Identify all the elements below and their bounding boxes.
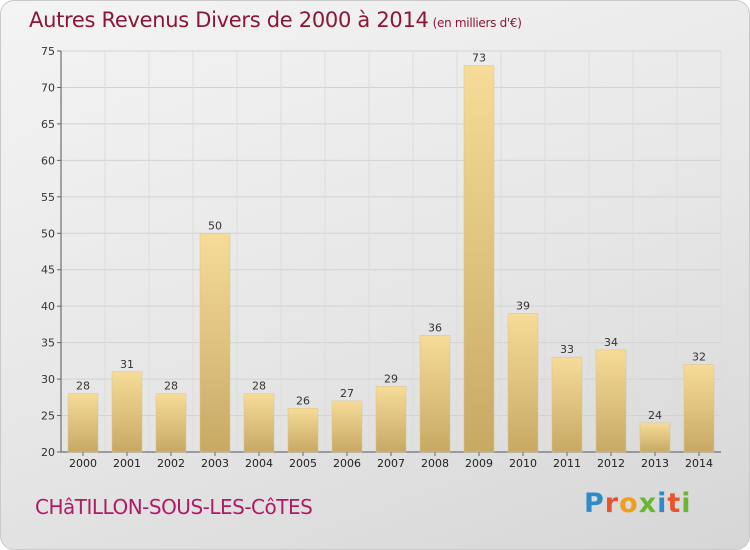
bar-2014 <box>683 364 715 453</box>
logo-letter: P <box>584 488 605 519</box>
y-tick-label: 60 <box>41 154 55 167</box>
y-tick-label: 20 <box>41 446 55 459</box>
logo-letter: t <box>667 488 682 519</box>
bar-2005 <box>287 408 319 453</box>
y-tick-label: 65 <box>41 118 55 131</box>
data-label-2012: 34 <box>604 336 618 349</box>
x-tick-label: 2004 <box>245 457 273 470</box>
y-tick-label: 70 <box>41 81 55 94</box>
x-tick-label: 2009 <box>465 457 493 470</box>
y-tick-label: 45 <box>41 264 55 277</box>
bar-2007 <box>375 386 407 453</box>
data-label-2013: 24 <box>648 409 662 422</box>
data-label-2014: 32 <box>692 351 706 364</box>
bar-2013 <box>639 422 671 453</box>
bar-2003 <box>199 233 231 453</box>
axes: 20 25 30 35 40 45 50 55 60 65 70 75 2000 2001 2002 2003… <box>41 45 721 470</box>
y-tick-label: 25 <box>41 410 55 423</box>
data-label-2007: 29 <box>384 372 398 385</box>
data-label-2005: 26 <box>296 394 310 407</box>
data-label-2002: 28 <box>164 380 178 393</box>
x-tick-label: 2000 <box>69 457 97 470</box>
bar-2008 <box>419 335 451 453</box>
y-tick-label: 35 <box>41 337 55 350</box>
x-tick-label: 2011 <box>553 457 581 470</box>
x-tick-label: 2006 <box>333 457 361 470</box>
y-tick-label: 30 <box>41 373 55 386</box>
bar-2002 <box>155 393 187 453</box>
x-tick-label: 2002 <box>157 457 185 470</box>
chart-subtitle: (en milliers d'€) <box>432 16 522 30</box>
y-tick-label: 75 <box>41 45 55 58</box>
data-labels: 28 31 28 50 28 26 27 29 36 73 39 33 34 24 32 <box>76 52 706 422</box>
data-label-2004: 28 <box>252 380 266 393</box>
x-tick-label: 2005 <box>289 457 317 470</box>
x-tick-label: 2013 <box>641 457 669 470</box>
data-label-2010: 39 <box>516 299 530 312</box>
x-tick-label: 2001 <box>113 457 141 470</box>
bar-2011 <box>551 356 583 453</box>
data-label-2001: 31 <box>120 358 134 371</box>
bar-2006 <box>331 400 363 453</box>
data-label-2003: 50 <box>208 219 222 232</box>
commune-name: CHâTILLON-SOUS-LES-CôTES <box>35 495 313 519</box>
bars <box>67 65 715 453</box>
bar-2004 <box>243 393 275 453</box>
data-label-2011: 33 <box>560 343 574 356</box>
bar-2009 <box>463 65 495 453</box>
logo-letter: o <box>619 488 639 519</box>
logo-letter: r <box>604 488 620 519</box>
x-tick-label: 2007 <box>377 457 405 470</box>
x-tick-label: 2012 <box>597 457 625 470</box>
data-label-2008: 36 <box>428 321 442 334</box>
data-label-2009: 73 <box>472 52 486 65</box>
logo-letter: i <box>657 488 668 519</box>
bar-2010 <box>507 313 539 453</box>
x-tick-label: 2010 <box>509 457 537 470</box>
x-tick-label: 2008 <box>421 457 449 470</box>
y-tick-label: 50 <box>41 227 55 240</box>
data-label-2006: 27 <box>340 387 354 400</box>
bar-2001 <box>111 371 143 453</box>
chart-title: Autres Revenus Divers de 2000 à 2014 (en … <box>29 8 522 32</box>
x-tick-label: 2014 <box>685 457 713 470</box>
chart-title-text: Autres Revenus Divers de 2000 à 2014 <box>29 8 429 32</box>
y-tick-label: 40 <box>41 300 55 313</box>
logo-letter: i <box>681 488 692 519</box>
bar-2012 <box>595 349 627 453</box>
data-label-2000: 28 <box>76 380 90 393</box>
logo-letter: x <box>638 488 658 519</box>
y-tick-label: 55 <box>41 191 55 204</box>
bar-2000 <box>67 393 99 453</box>
x-tick-label: 2003 <box>201 457 229 470</box>
proxiti-logo: Proxiti <box>584 488 692 519</box>
